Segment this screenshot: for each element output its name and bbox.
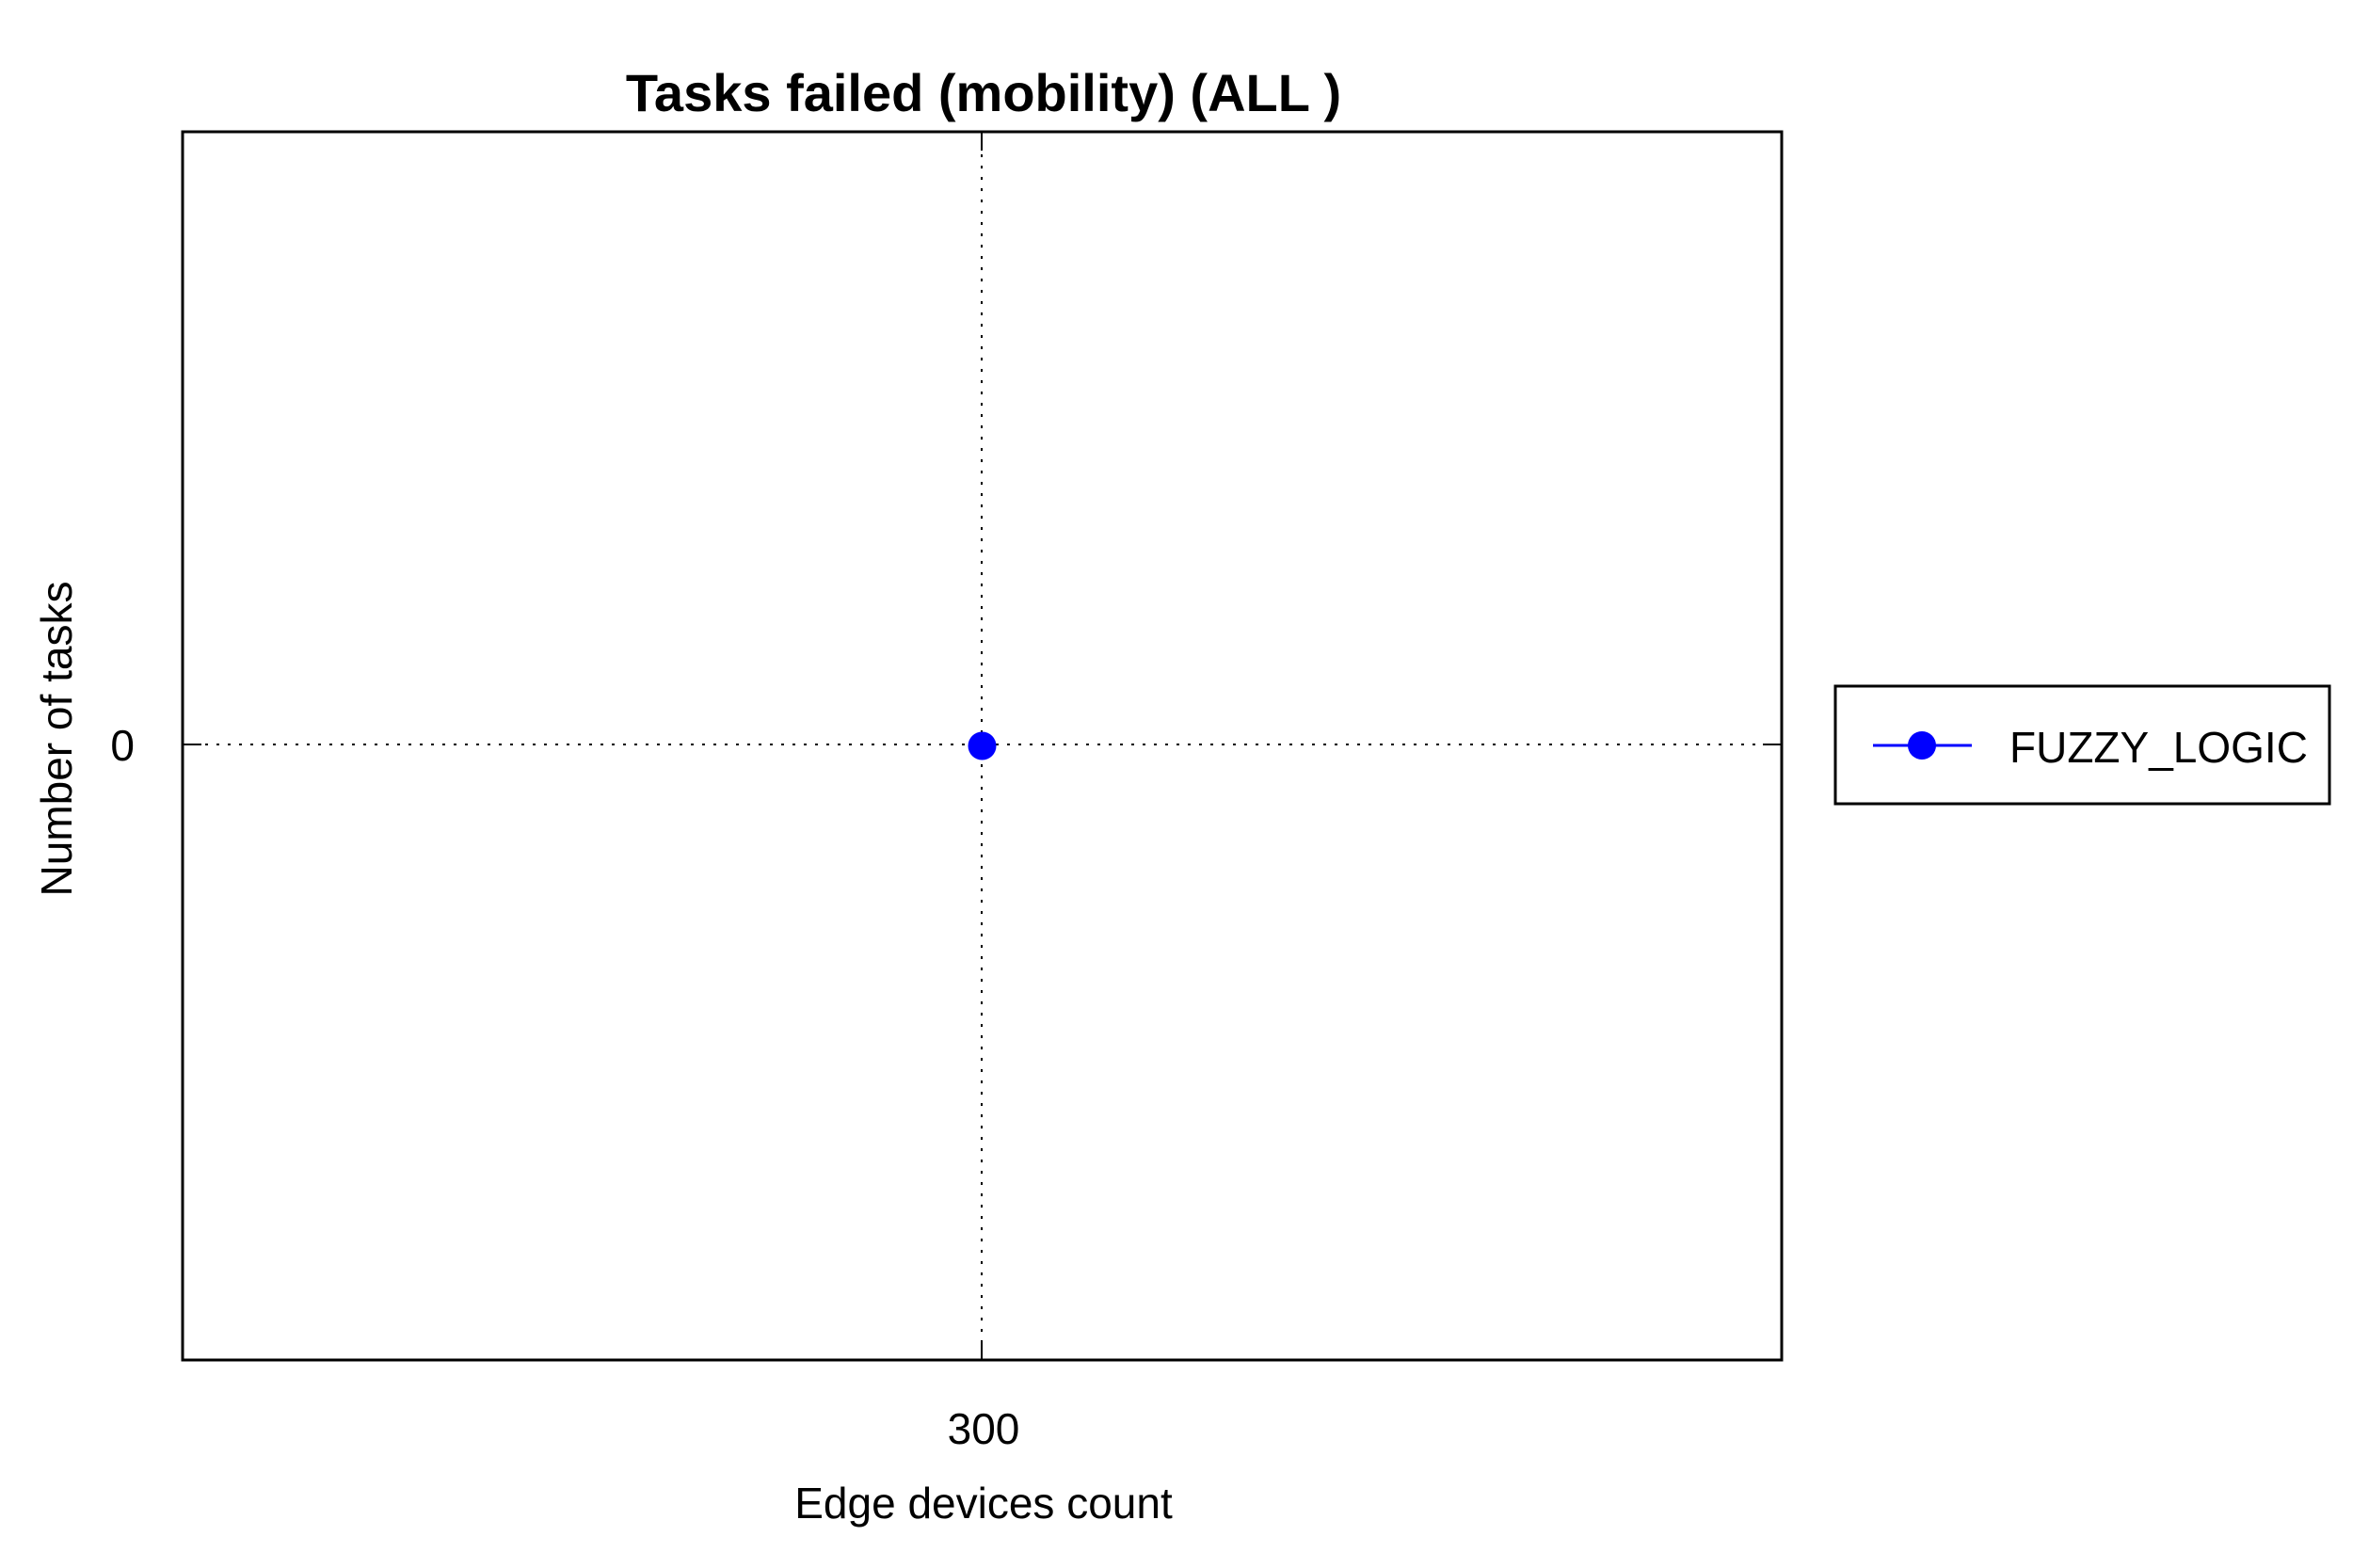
x-axis-label: Edge devices count xyxy=(794,1479,1173,1528)
legend: FUZZY_LOGIC xyxy=(1833,684,2331,806)
legend-label-fuzzy-logic: FUZZY_LOGIC xyxy=(2009,723,2308,772)
x-tick-label: 300 xyxy=(948,1404,1020,1453)
series-fuzzy-logic xyxy=(968,731,997,760)
legend-marker xyxy=(1908,731,1936,760)
y-tick-label: 0 xyxy=(110,721,135,770)
chart-title: Tasks failed (mobility) (ALL ) xyxy=(626,63,1341,122)
y-axis-label: Number of tasks xyxy=(32,582,81,897)
data-point xyxy=(968,731,997,760)
